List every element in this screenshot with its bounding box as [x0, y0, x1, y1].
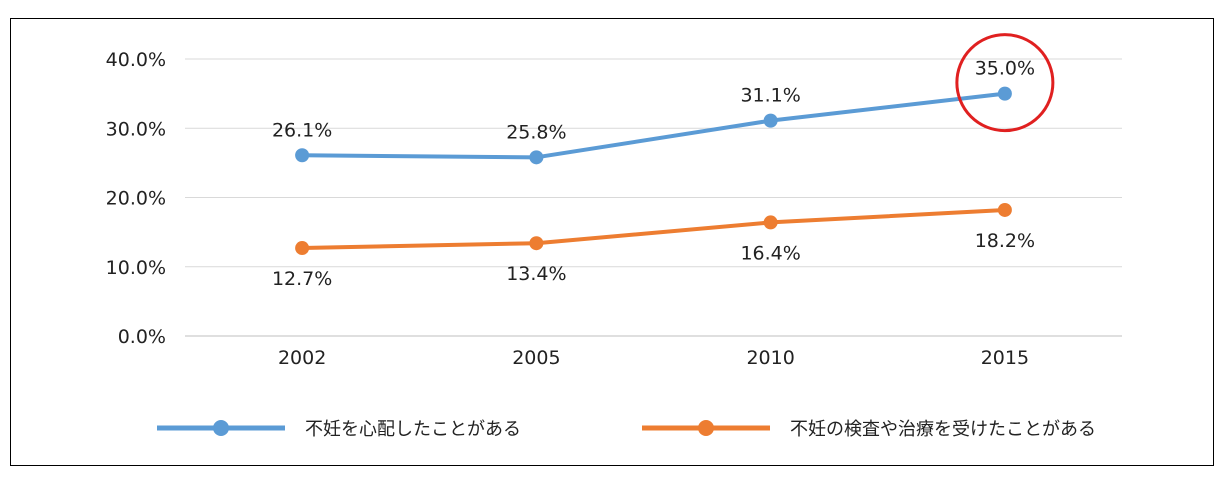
highlight-annotation — [955, 33, 1055, 133]
legend: 不妊を心配したことがある 不妊の検査や治療を受けたことがある — [157, 419, 1096, 440]
data-point — [997, 202, 1012, 217]
data-label: 13.4% — [506, 263, 566, 285]
data-label: 12.7% — [272, 268, 332, 290]
data-label: 18.2% — [975, 230, 1035, 252]
y-tick-label: 0.0% — [118, 326, 166, 348]
data-point — [997, 86, 1012, 101]
data-label: 16.4% — [740, 242, 800, 264]
y-tick-label: 40.0% — [106, 49, 166, 71]
y-tick-label: 20.0% — [106, 188, 166, 210]
series-lines — [295, 86, 1012, 256]
series-1 — [295, 86, 1012, 165]
x-tick-label: 2005 — [512, 347, 560, 369]
x-axis-tick-labels: 2002 2005 2010 2015 — [278, 347, 1029, 369]
data-label: 25.8% — [506, 121, 566, 143]
legend-label: 不妊を心配したことがある — [305, 419, 521, 440]
legend-marker — [213, 420, 229, 436]
y-axis-tick-labels: 0.0% 10.0% 20.0% 30.0% 40.0% — [106, 49, 166, 348]
y-tick-label: 10.0% — [106, 257, 166, 279]
data-point — [529, 150, 544, 165]
series-line — [300, 91, 1007, 160]
data-label: 31.1% — [740, 85, 800, 107]
series-2 — [295, 202, 1012, 256]
legend-marker — [698, 420, 714, 436]
x-tick-label: 2002 — [278, 347, 326, 369]
data-point — [763, 113, 778, 128]
data-label: 26.1% — [272, 119, 332, 141]
data-labels: 26.1% 25.8% 31.1% 35.0% 12.7% 13.4% 16.4% 18.2% — [272, 58, 1035, 290]
x-tick-label: 2015 — [981, 347, 1029, 369]
y-tick-label: 30.0% — [106, 118, 166, 140]
legend-label: 不妊の検査や治療を受けたことがある — [790, 419, 1096, 440]
chart-frame — [10, 18, 1214, 466]
data-point — [529, 236, 544, 251]
highlight-circle — [955, 33, 1055, 133]
data-point — [295, 241, 310, 256]
data-point — [295, 148, 310, 163]
series-line — [300, 207, 1007, 251]
data-point — [763, 215, 778, 230]
x-tick-label: 2010 — [746, 347, 794, 369]
legend-item-1: 不妊を心配したことがある — [157, 419, 521, 440]
data-label: 35.0% — [975, 58, 1035, 80]
grid-lines — [185, 58, 1122, 337]
legend-item-2: 不妊の検査や治療を受けたことがある — [642, 419, 1096, 440]
